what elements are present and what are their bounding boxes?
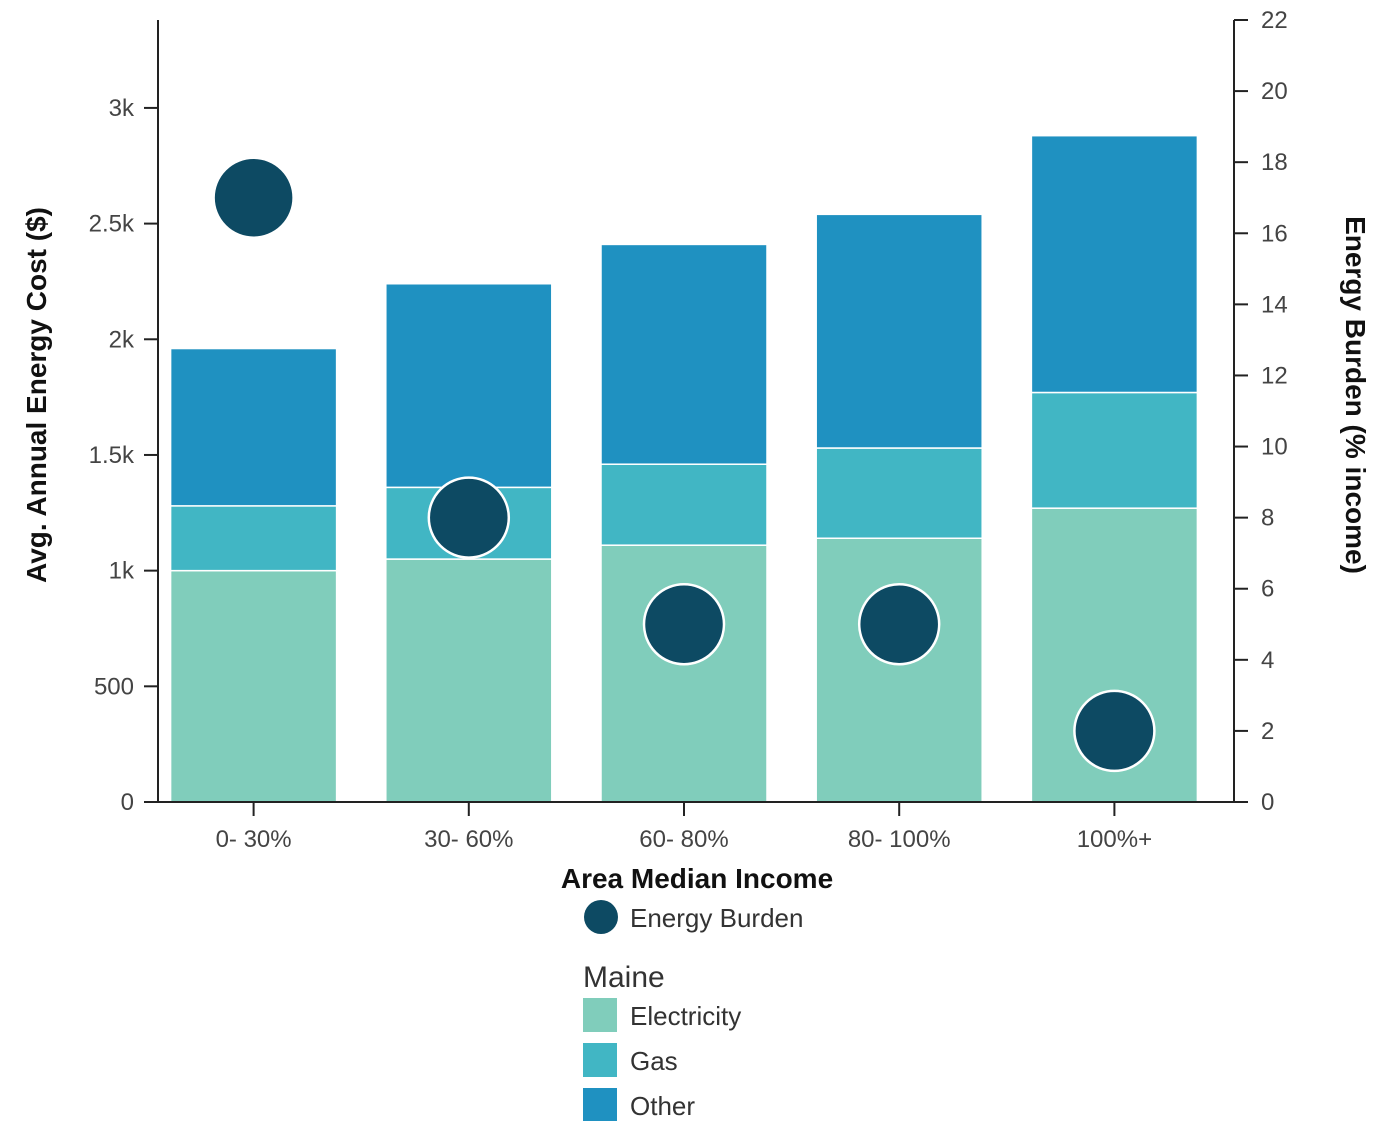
burden-dot-1 bbox=[427, 476, 511, 559]
y2-tick-label-2: 4 bbox=[1261, 647, 1274, 674]
y2-tick-label-1: 2 bbox=[1261, 718, 1274, 745]
legend-label-electricity: Electricity bbox=[630, 1001, 741, 1031]
burden-dot-4 bbox=[1073, 689, 1156, 773]
burden-dot-0 bbox=[212, 156, 295, 239]
y-tick-label-5: 2.5k bbox=[89, 211, 135, 238]
bar-other-3 bbox=[815, 213, 983, 449]
y-tick-label-3: 1.5k bbox=[89, 442, 135, 469]
y2-axis-title: Energy Burden (% income) bbox=[1340, 216, 1371, 574]
y2-tick-label-8: 16 bbox=[1261, 220, 1288, 247]
y2-tick-label-10: 20 bbox=[1261, 78, 1288, 105]
legend: Energy Burden Maine Electricity Gas Other bbox=[583, 900, 803, 1121]
bar-electricity-1 bbox=[385, 558, 553, 803]
legend-label-gas: Gas bbox=[630, 1046, 678, 1076]
y2-tick-label-0: 0 bbox=[1261, 789, 1274, 816]
burden-dot-2 bbox=[642, 583, 726, 666]
y2-tick-label-7: 14 bbox=[1261, 291, 1288, 318]
burden-dot-3 bbox=[857, 583, 941, 666]
x-tick-label-4: 100%+ bbox=[1077, 826, 1152, 853]
bar-other-2 bbox=[600, 243, 768, 465]
legend-swatch-electricity bbox=[583, 998, 617, 1032]
bar-electricity-0 bbox=[169, 569, 338, 803]
x-axis-title: Area Median Income bbox=[561, 863, 833, 894]
y2-tick-label-11: 22 bbox=[1261, 7, 1288, 34]
y-tick-label-4: 2k bbox=[109, 326, 135, 353]
y2-tick-label-5: 10 bbox=[1261, 434, 1288, 461]
bar-gas-3 bbox=[815, 447, 983, 539]
x-tick-label-0: 0- 30% bbox=[216, 826, 292, 853]
x-tick-label-1: 30- 60% bbox=[424, 826, 513, 853]
legend-burden-label: Energy Burden bbox=[630, 903, 803, 933]
y-tick-label-2: 1k bbox=[109, 558, 135, 585]
legend-burden-swatch bbox=[584, 900, 618, 934]
x-tick-label-3: 80- 100% bbox=[848, 826, 951, 853]
bar-gas-0 bbox=[169, 505, 338, 572]
bar-other-0 bbox=[169, 347, 338, 507]
legend-group-title: Maine bbox=[583, 961, 665, 994]
bar-gas-4 bbox=[1030, 391, 1199, 509]
y-tick-label-1: 500 bbox=[94, 673, 134, 700]
bar-other-1 bbox=[385, 283, 553, 489]
burden-dots-layer bbox=[212, 156, 1156, 773]
legend-swatch-other bbox=[583, 1088, 617, 1121]
legend-series: Electricity Gas Other bbox=[583, 998, 741, 1121]
y-tick-label-0: 0 bbox=[121, 789, 134, 816]
y-tick-label-6: 3k bbox=[109, 95, 135, 122]
y2-tick-label-3: 6 bbox=[1261, 576, 1274, 603]
y-axis-title: Avg. Annual Energy Cost ($) bbox=[21, 207, 52, 583]
bar-electricity-3 bbox=[815, 537, 983, 803]
legend-swatch-gas bbox=[583, 1043, 617, 1077]
legend-label-other: Other bbox=[630, 1091, 695, 1121]
y2-tick-label-4: 8 bbox=[1261, 505, 1274, 532]
bar-gas-2 bbox=[600, 463, 768, 546]
y2-tick-label-6: 12 bbox=[1261, 362, 1288, 389]
bar-other-4 bbox=[1030, 134, 1199, 394]
x-tick-label-2: 60- 80% bbox=[639, 826, 728, 853]
y2-tick-label-9: 18 bbox=[1261, 149, 1288, 176]
axes-layer: 0 500 1k 1.5k 2k 2.5k 3k 0 2 4 6 8 10 12 14 16 18 20 22 0- … bbox=[89, 7, 1288, 853]
bars-layer bbox=[169, 134, 1199, 803]
